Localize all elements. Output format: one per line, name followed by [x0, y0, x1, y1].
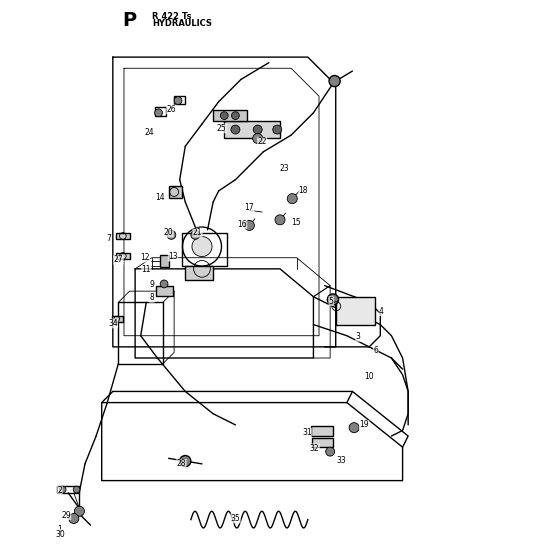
Text: 3: 3 [356, 332, 361, 342]
Circle shape [326, 447, 335, 456]
Text: 15: 15 [291, 217, 300, 227]
Text: 18: 18 [298, 186, 308, 195]
Text: R 422 Ts: R 422 Ts [152, 12, 192, 21]
Circle shape [231, 111, 239, 119]
Text: 21: 21 [193, 228, 202, 237]
Text: 27: 27 [114, 255, 123, 264]
Text: 2: 2 [58, 486, 62, 495]
Bar [57, 486, 80, 493]
Text: 32: 32 [310, 444, 319, 453]
Text: 24: 24 [145, 128, 155, 137]
Text: 22: 22 [258, 137, 267, 146]
Circle shape [231, 125, 240, 134]
Text: 17: 17 [245, 203, 254, 212]
Text: 20: 20 [164, 228, 174, 237]
Text: 5: 5 [329, 297, 334, 306]
Circle shape [69, 514, 79, 524]
Text: 34: 34 [108, 319, 118, 328]
Circle shape [191, 230, 200, 239]
Circle shape [329, 76, 340, 87]
Text: 33: 33 [337, 456, 346, 465]
Circle shape [180, 455, 191, 466]
Text: 1: 1 [58, 525, 62, 534]
Bar [311, 426, 333, 436]
Text: 26: 26 [166, 105, 176, 114]
Text: 19: 19 [360, 421, 369, 430]
Circle shape [160, 280, 168, 288]
Circle shape [328, 294, 338, 305]
Text: 4: 4 [379, 307, 384, 316]
Circle shape [73, 486, 80, 493]
Text: 23: 23 [279, 164, 290, 173]
Circle shape [244, 221, 254, 230]
Bar [115, 232, 129, 239]
Circle shape [349, 423, 359, 433]
Text: 8: 8 [150, 293, 154, 302]
Circle shape [287, 194, 297, 204]
Bar [185, 266, 213, 280]
Bar [156, 286, 173, 296]
Text: 29: 29 [61, 511, 71, 520]
Bar [336, 297, 375, 325]
Bar [224, 121, 280, 138]
Text: 13: 13 [168, 252, 178, 261]
Text: 31: 31 [302, 428, 311, 437]
Text: 12: 12 [141, 253, 150, 262]
Circle shape [275, 215, 285, 225]
Text: 16: 16 [237, 220, 247, 229]
Bar [169, 186, 183, 198]
Bar [155, 108, 166, 115]
Circle shape [253, 125, 262, 134]
Circle shape [74, 506, 85, 516]
Bar [174, 96, 185, 105]
Circle shape [59, 486, 66, 493]
Bar [160, 255, 169, 267]
Text: P: P [123, 11, 137, 30]
Circle shape [221, 111, 228, 119]
Text: 9: 9 [150, 280, 154, 289]
Bar [213, 110, 246, 121]
Text: 35: 35 [231, 514, 240, 523]
Text: 25: 25 [217, 124, 226, 133]
Bar [111, 316, 123, 322]
Text: 14: 14 [155, 193, 165, 202]
Circle shape [253, 133, 263, 143]
Bar [115, 253, 129, 259]
Circle shape [273, 125, 282, 134]
Text: 10: 10 [365, 372, 374, 381]
Text: 6: 6 [374, 346, 378, 354]
Circle shape [174, 97, 182, 105]
Text: 7: 7 [106, 234, 111, 243]
Text: 11: 11 [142, 265, 151, 274]
Text: 30: 30 [55, 530, 65, 539]
Bar [183, 232, 227, 266]
Circle shape [167, 230, 176, 239]
Circle shape [155, 109, 162, 116]
Text: HYDRAULICS: HYDRAULICS [152, 19, 212, 28]
Circle shape [192, 236, 212, 256]
Text: 28: 28 [176, 459, 186, 468]
Bar [312, 438, 334, 447]
